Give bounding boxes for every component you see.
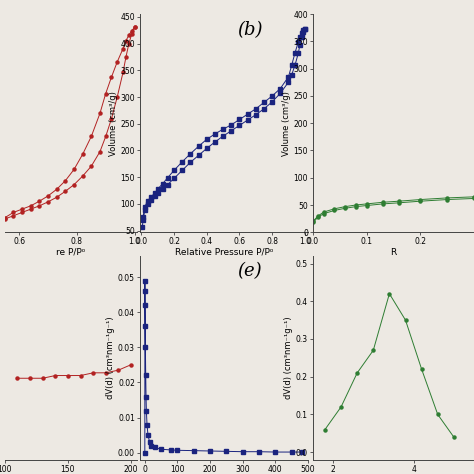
Y-axis label: Volume (cm³/g): Volume (cm³/g) bbox=[282, 91, 291, 155]
Y-axis label: dV(d) (cm³nm⁻¹g⁻¹): dV(d) (cm³nm⁻¹g⁻¹) bbox=[106, 317, 115, 399]
X-axis label: R: R bbox=[390, 247, 397, 256]
X-axis label: Relative Pressure P/Pᵒ: Relative Pressure P/Pᵒ bbox=[174, 247, 273, 256]
Text: (b): (b) bbox=[237, 21, 263, 39]
Text: (e): (e) bbox=[237, 262, 262, 280]
X-axis label: re P/Pᵒ: re P/Pᵒ bbox=[56, 247, 86, 256]
Y-axis label: dV(d) (cm³nm⁻¹g⁻¹): dV(d) (cm³nm⁻¹g⁻¹) bbox=[284, 317, 293, 399]
Y-axis label: Volume (cm³/g): Volume (cm³/g) bbox=[109, 91, 118, 155]
